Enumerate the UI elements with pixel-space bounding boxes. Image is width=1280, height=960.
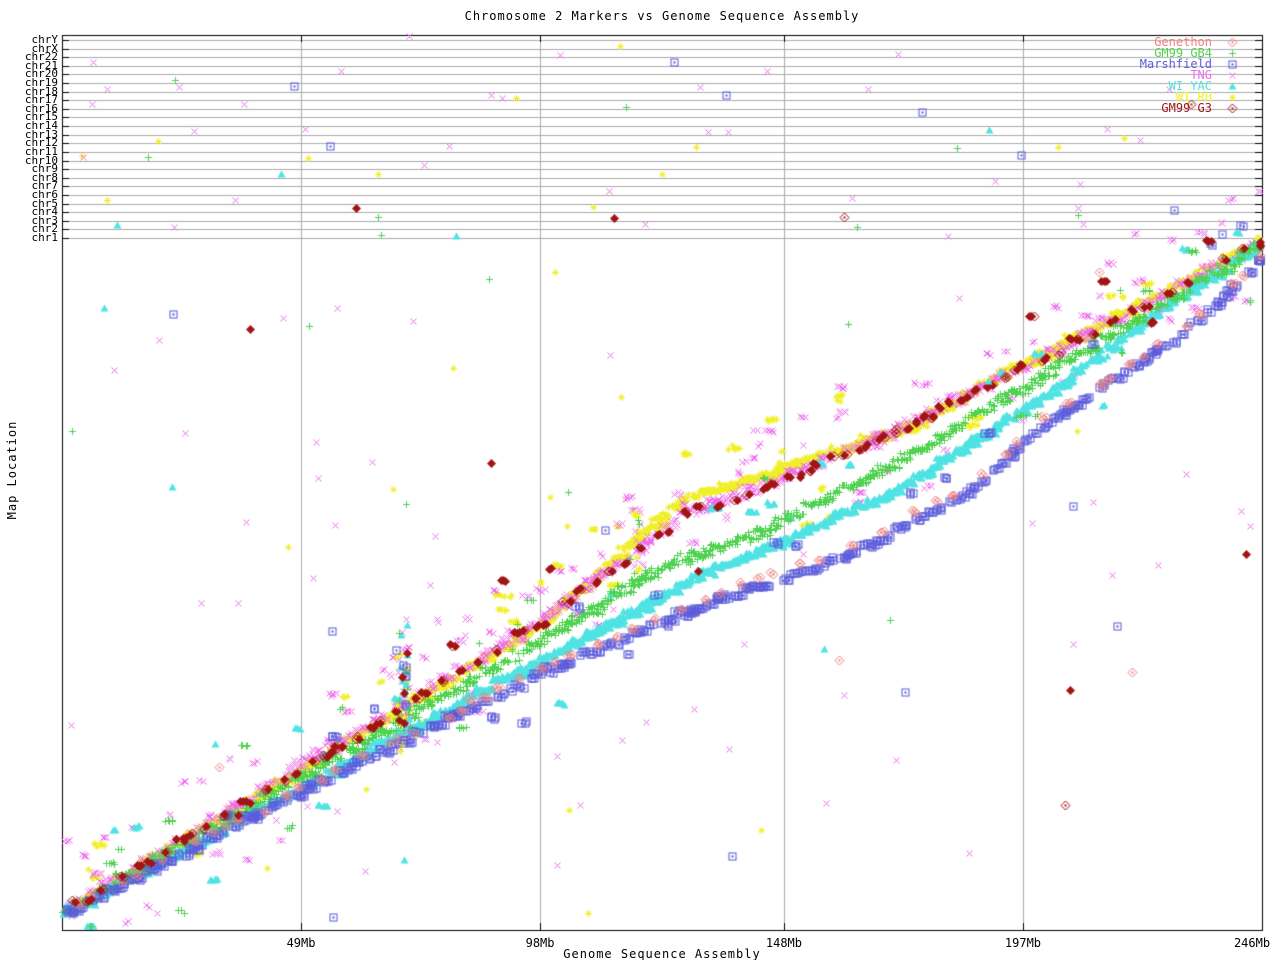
legend-label-genethon: Genethon <box>1154 35 1212 49</box>
y-tick-label-chr20: chr20 <box>24 67 58 81</box>
x-tick-label-197Mb: 197Mb <box>1004 936 1042 950</box>
y-tick-label-chr16: chr16 <box>24 101 58 115</box>
y-tick-label-chr21: chr21 <box>24 58 58 72</box>
y-tick-label-chr13: chr13 <box>24 127 58 141</box>
legend-label-tng: TNG <box>1190 68 1212 82</box>
y-tick-label-chr9: chr9 <box>31 162 59 176</box>
legend-label-wi_rh: WI RH <box>1175 90 1212 104</box>
legend-label-wi_yac: WI YAC <box>1168 79 1212 93</box>
legend-marker-diamond-icon <box>1224 36 1240 48</box>
y-tick-label-chr10: chr10 <box>24 153 58 167</box>
y-tick-label-chr4: chr4 <box>31 205 59 219</box>
legend-label-marshfield: Marshfield <box>1139 57 1212 71</box>
y-tick-label-chr1: chr1 <box>31 231 59 244</box>
legend-marker-cross-icon <box>1224 69 1240 81</box>
y-tick-label-chr8: chr8 <box>31 170 59 184</box>
legend-label-gm99_g3: GM99 G3 <box>1161 101 1212 115</box>
x-axis-label: Genome Sequence Assembly <box>563 947 761 960</box>
legend-item-tng: TNG <box>0 69 1280 81</box>
legend-marker-triangle-icon <box>1224 80 1240 92</box>
y-tick-label-chr19: chr19 <box>24 76 58 90</box>
y-tick-label-chr12: chr12 <box>24 136 58 150</box>
legend-marker-asterisk-icon <box>1224 91 1240 103</box>
legend-item-genethon: Genethon <box>0 36 1280 48</box>
y-tick-label-chr17: chr17 <box>24 93 58 107</box>
y-tick-label-chr15: chr15 <box>24 110 58 124</box>
legend-marker-square-icon <box>1224 58 1240 70</box>
y-tick-label-chr2: chr2 <box>31 222 59 236</box>
legend-label-gm99_gb4: GM99 GB4 <box>1154 46 1212 60</box>
x-tick-label-98Mb: 98Mb <box>525 936 555 950</box>
y-tick-label-chrX: chrX <box>31 41 59 55</box>
legend-item-gm99_gb4: GM99 GB4 <box>0 47 1280 59</box>
y-tick-label-chr3: chr3 <box>31 213 59 227</box>
y-tick-label-chr18: chr18 <box>24 84 58 98</box>
legend-item-wi_rh: WI RH <box>0 91 1280 103</box>
y-tick-label-chr14: chr14 <box>24 119 58 133</box>
y-tick-label-chr7: chr7 <box>31 179 59 193</box>
chart-title: Chromosome 2 Markers vs Genome Sequence … <box>464 9 860 23</box>
x-tick-label-246Mb: 246Mb <box>1233 936 1271 950</box>
y-tick-label-chr11: chr11 <box>24 144 58 158</box>
y-tick-label-chr6: chr6 <box>31 187 59 201</box>
legend-item-gm99_g3: GM99 G3 <box>0 102 1280 114</box>
y-tick-label-chr22: chr22 <box>24 50 58 64</box>
y-tick-label-chrY: chrY <box>31 33 59 46</box>
y-axis-label: Map Location <box>5 420 19 520</box>
x-tick-label-49Mb: 49Mb <box>286 936 316 950</box>
legend-marker-plus-icon <box>1224 47 1240 59</box>
legend-item-marshfield: Marshfield <box>0 58 1280 70</box>
legend-marker-diamond-icon <box>1224 102 1240 114</box>
legend-item-wi_yac: WI YAC <box>0 80 1280 92</box>
y-tick-label-chr5: chr5 <box>31 196 59 210</box>
x-tick-label-148Mb: 148Mb <box>765 936 802 950</box>
